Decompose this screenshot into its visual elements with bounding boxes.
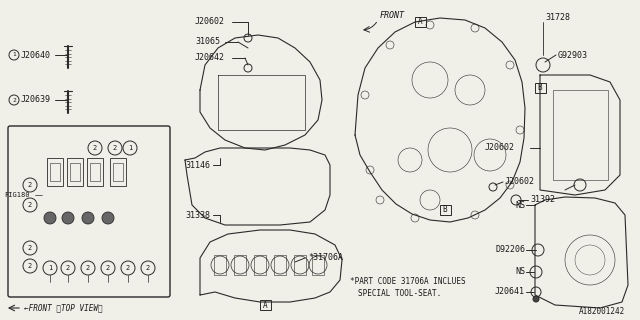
Text: FIG180: FIG180 xyxy=(4,192,29,198)
Bar xyxy=(90,163,100,181)
Text: 2: 2 xyxy=(28,245,32,251)
Bar xyxy=(312,255,324,275)
Text: 31338: 31338 xyxy=(185,211,210,220)
Text: 31728: 31728 xyxy=(545,13,570,22)
Text: 1: 1 xyxy=(128,145,132,151)
Text: J20640: J20640 xyxy=(21,51,51,60)
Bar xyxy=(70,163,80,181)
Text: 2: 2 xyxy=(126,265,130,271)
Bar xyxy=(254,255,266,275)
Text: 2: 2 xyxy=(66,265,70,271)
Text: 1: 1 xyxy=(12,52,16,58)
Bar xyxy=(87,158,103,186)
Text: ←FRONT 〈TOP VIEW〉: ←FRONT 〈TOP VIEW〉 xyxy=(24,303,102,313)
Circle shape xyxy=(44,212,56,224)
Text: 2: 2 xyxy=(106,265,110,271)
Bar xyxy=(234,255,246,275)
Bar xyxy=(294,255,306,275)
Text: B: B xyxy=(538,84,542,92)
Bar xyxy=(415,17,426,27)
Text: J20602: J20602 xyxy=(485,143,515,153)
Text: 2: 2 xyxy=(12,98,16,102)
Text: 2: 2 xyxy=(113,145,117,151)
Text: A: A xyxy=(418,18,422,27)
Circle shape xyxy=(82,212,94,224)
Bar xyxy=(67,158,83,186)
Text: 2: 2 xyxy=(93,145,97,151)
Text: 2: 2 xyxy=(28,202,32,208)
Bar xyxy=(274,255,286,275)
Text: J20602: J20602 xyxy=(505,178,535,187)
Text: *31706A: *31706A xyxy=(308,253,343,262)
Text: G92903: G92903 xyxy=(558,51,588,60)
Bar xyxy=(47,158,63,186)
Text: A: A xyxy=(262,300,268,309)
Bar xyxy=(50,163,60,181)
Bar xyxy=(259,300,271,310)
Text: D92206: D92206 xyxy=(495,245,525,254)
Text: 2: 2 xyxy=(146,265,150,271)
Text: *PART CODE 31706A INCLUES: *PART CODE 31706A INCLUES xyxy=(350,277,466,286)
Text: FRONT: FRONT xyxy=(380,11,405,20)
Text: 1: 1 xyxy=(48,265,52,271)
Bar xyxy=(214,255,226,275)
Text: 2: 2 xyxy=(86,265,90,271)
Text: NS: NS xyxy=(515,268,525,276)
Text: 2: 2 xyxy=(28,182,32,188)
Text: 31392: 31392 xyxy=(530,196,555,204)
Text: NS: NS xyxy=(515,201,525,210)
Bar xyxy=(552,90,607,180)
Text: 31146: 31146 xyxy=(185,161,210,170)
Text: J20642: J20642 xyxy=(195,53,225,62)
Text: J20602: J20602 xyxy=(195,18,225,27)
Text: 31065: 31065 xyxy=(195,37,220,46)
Circle shape xyxy=(62,212,74,224)
Text: A182001242: A182001242 xyxy=(579,308,625,316)
Bar xyxy=(440,205,451,215)
Text: SPECIAL TOOL-SEAT.: SPECIAL TOOL-SEAT. xyxy=(358,289,441,298)
Bar xyxy=(110,158,126,186)
Circle shape xyxy=(533,296,539,302)
Text: B: B xyxy=(443,205,447,214)
Text: 2: 2 xyxy=(28,263,32,269)
Circle shape xyxy=(102,212,114,224)
Bar xyxy=(113,163,123,181)
Text: J20641: J20641 xyxy=(495,287,525,297)
Bar xyxy=(534,83,545,93)
Text: J20639: J20639 xyxy=(21,95,51,105)
